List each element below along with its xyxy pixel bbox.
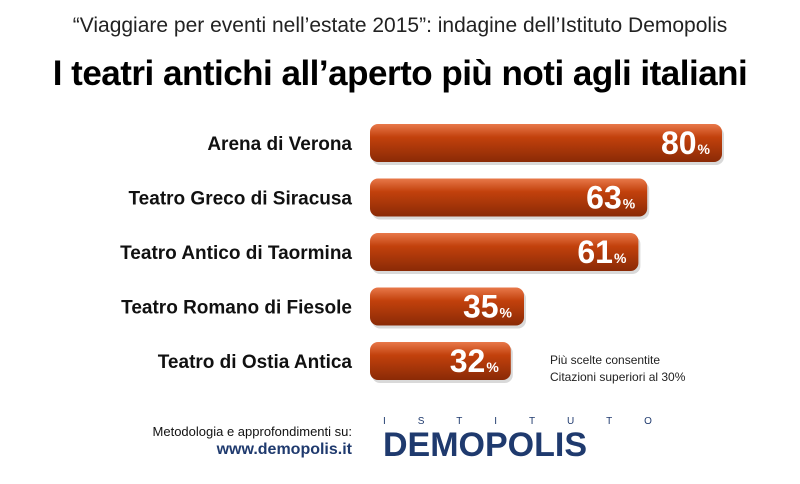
note-line-1: Più scelte consentite — [550, 353, 661, 367]
logo-letter: O — [644, 416, 653, 427]
bar — [370, 287, 524, 326]
value-label: 80% — [661, 125, 711, 161]
note-line-2: Citazioni superiori al 30% — [550, 370, 686, 384]
logo-letter: T — [528, 416, 537, 427]
logo-letter: T — [606, 416, 614, 427]
bar — [370, 124, 722, 162]
value-label: 63% — [586, 180, 636, 216]
value-label: 35% — [463, 289, 513, 325]
logo-letter: T — [456, 416, 464, 427]
chart-title: I teatri antichi all’aperto più noti agl… — [52, 54, 748, 93]
logo-demopolis-text: DEMOPOLIS — [383, 426, 588, 464]
value-label: 32% — [450, 343, 500, 379]
category-label: Teatro Romano di Fiesole — [121, 298, 352, 319]
bar — [370, 178, 648, 217]
bar — [370, 233, 639, 271]
logo-letter: S — [417, 416, 426, 427]
methodology-label: Metodologia e approfondimenti su: — [152, 424, 352, 439]
chart-subtitle: “Viaggiare per eventi nell’estate 2015”:… — [72, 14, 728, 37]
demopolis-logo: I S T I T U T O DEMOPOLIS — [383, 416, 673, 466]
value-label: 61% — [577, 234, 627, 270]
category-label: Teatro Antico di Taormina — [120, 243, 352, 264]
chart-note: Più scelte consentite Citazioni superior… — [550, 352, 685, 386]
logo-letter: I — [383, 416, 387, 427]
logo-letter: U — [566, 416, 576, 427]
category-label: Teatro Greco di Siracusa — [128, 189, 352, 210]
website-link[interactable]: www.demopolis.it — [216, 441, 352, 458]
bar — [370, 342, 511, 380]
category-label: Arena di Verona — [207, 134, 352, 155]
category-label: Teatro di Ostia Antica — [158, 352, 353, 373]
bar-chart: Arena di Verona 80% Teatro Greco di Siracu… — [120, 124, 724, 383]
logo-letter: I — [494, 416, 499, 427]
